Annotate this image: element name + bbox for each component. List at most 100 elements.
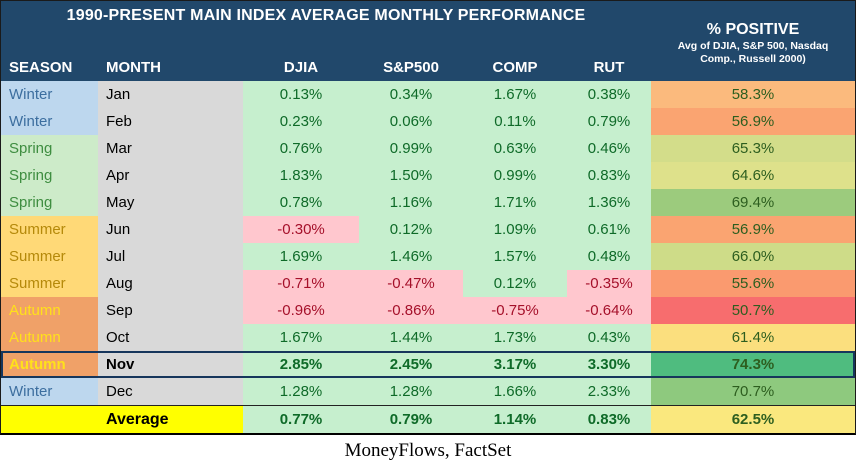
table-row: Autumn Oct 1.67% 1.44% 1.73% 0.43% 61.4% xyxy=(1,324,855,351)
month-cell: Oct xyxy=(98,324,243,351)
table-row: Spring Mar 0.76% 0.99% 0.63% 0.46% 65.3% xyxy=(1,135,855,162)
month-cell: May xyxy=(98,189,243,216)
value-cell-comp: 1.73% xyxy=(463,324,567,351)
season-cell: Winter xyxy=(1,108,98,135)
table-row: Winter Feb 0.23% 0.06% 0.11% 0.79% 56.9% xyxy=(1,108,855,135)
value-cell-djia: 1.28% xyxy=(243,378,359,405)
value-cell-rut: 0.48% xyxy=(567,243,651,270)
value-cell-rut: 0.83% xyxy=(567,406,651,433)
value-cell-rut: 1.36% xyxy=(567,189,651,216)
value-cell-rut: 3.30% xyxy=(567,351,651,378)
value-cell-comp: 0.63% xyxy=(463,135,567,162)
value-cell-comp: 1.09% xyxy=(463,216,567,243)
month-cell: Jan xyxy=(98,81,243,108)
value-cell-comp: 1.71% xyxy=(463,189,567,216)
table-row: Spring Apr 1.83% 1.50% 0.99% 0.83% 64.6% xyxy=(1,162,855,189)
value-cell-comp: 1.67% xyxy=(463,81,567,108)
value-cell-sp500: -0.47% xyxy=(359,270,463,297)
column-header-sp500: S&P500 xyxy=(383,59,439,76)
value-cell-comp: 0.99% xyxy=(463,162,567,189)
season-cell: Spring xyxy=(1,135,98,162)
pct-positive-header: % POSITIVE Avg of DJIA, S&P 500, Nasdaq … xyxy=(651,1,855,81)
pct-positive-cell: 64.6% xyxy=(651,162,855,189)
table-row: Summer Aug -0.71% -0.47% 0.12% -0.35% 55… xyxy=(1,270,855,297)
pct-positive-cell: 66.0% xyxy=(651,243,855,270)
value-cell-comp: 1.57% xyxy=(463,243,567,270)
value-cell-rut: 0.38% xyxy=(567,81,651,108)
pct-positive-subtitle-line1: Avg of DJIA, S&P 500, Nasdaq xyxy=(677,39,829,52)
pct-positive-cell: 56.9% xyxy=(651,108,855,135)
value-cell-sp500: 1.46% xyxy=(359,243,463,270)
month-cell: Aug xyxy=(98,270,243,297)
value-cell-djia: 1.67% xyxy=(243,324,359,351)
season-cell: Summer xyxy=(1,270,98,297)
pct-positive-cell: 55.6% xyxy=(651,270,855,297)
table-title: 1990-PRESENT MAIN INDEX AVERAGE MONTHLY … xyxy=(66,7,586,24)
column-header-row: SEASON MONTH DJIA S&P500 COMP RUT xyxy=(1,31,651,81)
value-cell-djia: 0.77% xyxy=(243,406,359,433)
table-body: Winter Jan 0.13% 0.34% 1.67% 0.38% 58.3%… xyxy=(1,81,855,433)
value-cell-djia: -0.71% xyxy=(243,270,359,297)
season-cell xyxy=(1,406,98,433)
column-header-comp: COMP xyxy=(492,59,538,76)
value-cell-djia: 2.85% xyxy=(243,351,359,378)
value-cell-sp500: 1.44% xyxy=(359,324,463,351)
value-cell-comp: 1.66% xyxy=(463,378,567,405)
season-cell: Autumn xyxy=(1,351,98,378)
value-cell-rut: -0.64% xyxy=(567,297,651,324)
month-cell: Jun xyxy=(98,216,243,243)
value-cell-comp: -0.75% xyxy=(463,297,567,324)
month-cell: Mar xyxy=(98,135,243,162)
column-header-djia: DJIA xyxy=(283,59,319,76)
value-cell-comp: 0.11% xyxy=(463,108,567,135)
value-cell-djia: -0.96% xyxy=(243,297,359,324)
performance-table: 1990-PRESENT MAIN INDEX AVERAGE MONTHLY … xyxy=(0,0,856,435)
value-cell-sp500: -0.86% xyxy=(359,297,463,324)
table-row: Autumn Sep -0.96% -0.86% -0.75% -0.64% 5… xyxy=(1,297,855,324)
season-cell: Spring xyxy=(1,162,98,189)
pct-positive-cell: 50.7% xyxy=(651,297,855,324)
value-cell-djia: 0.23% xyxy=(243,108,359,135)
pct-positive-subtitle-line2: Comp., Russell 2000) xyxy=(700,53,806,65)
pct-positive-cell: 58.3% xyxy=(651,81,855,108)
value-cell-djia: -0.30% xyxy=(243,216,359,243)
column-header-rut: RUT xyxy=(593,59,625,76)
value-cell-rut: 0.61% xyxy=(567,216,651,243)
value-cell-comp: 3.17% xyxy=(463,351,567,378)
table-row: Winter Jan 0.13% 0.34% 1.67% 0.38% 58.3% xyxy=(1,81,855,108)
table-header-left: 1990-PRESENT MAIN INDEX AVERAGE MONTHLY … xyxy=(1,1,651,81)
value-cell-djia: 1.69% xyxy=(243,243,359,270)
value-cell-djia: 0.78% xyxy=(243,189,359,216)
value-cell-rut: 0.46% xyxy=(567,135,651,162)
value-cell-sp500: 2.45% xyxy=(359,351,463,378)
pct-positive-cell: 74.3% xyxy=(651,351,855,378)
value-cell-sp500: 0.34% xyxy=(359,81,463,108)
pct-positive-cell: 56.9% xyxy=(651,216,855,243)
value-cell-sp500: 1.28% xyxy=(359,378,463,405)
value-cell-djia: 1.83% xyxy=(243,162,359,189)
value-cell-sp500: 1.16% xyxy=(359,189,463,216)
value-cell-rut: -0.35% xyxy=(567,270,651,297)
table-header: 1990-PRESENT MAIN INDEX AVERAGE MONTHLY … xyxy=(1,1,855,81)
value-cell-comp: 1.14% xyxy=(463,406,567,433)
pct-positive-cell: 65.3% xyxy=(651,135,855,162)
pct-positive-title: % POSITIVE xyxy=(706,20,800,38)
value-cell-sp500: 1.50% xyxy=(359,162,463,189)
table-row: Winter Dec 1.28% 1.28% 1.66% 2.33% 70.7% xyxy=(1,378,855,405)
month-cell: Apr xyxy=(98,162,243,189)
table-row: Spring May 0.78% 1.16% 1.71% 1.36% 69.4% xyxy=(1,189,855,216)
value-cell-rut: 0.83% xyxy=(567,162,651,189)
season-cell: Spring xyxy=(1,189,98,216)
pct-positive-cell: 70.7% xyxy=(651,378,855,405)
column-header-month: MONTH xyxy=(106,59,161,76)
value-cell-sp500: 0.79% xyxy=(359,406,463,433)
month-cell: Average xyxy=(98,406,243,433)
value-cell-sp500: 0.12% xyxy=(359,216,463,243)
table-row: Average 0.77% 0.79% 1.14% 0.83% 62.5% xyxy=(1,405,855,433)
value-cell-sp500: 0.99% xyxy=(359,135,463,162)
season-cell: Autumn xyxy=(1,297,98,324)
table-row: Summer Jun -0.30% 0.12% 1.09% 0.61% 56.9… xyxy=(1,216,855,243)
value-cell-rut: 2.33% xyxy=(567,378,651,405)
month-cell: Sep xyxy=(98,297,243,324)
